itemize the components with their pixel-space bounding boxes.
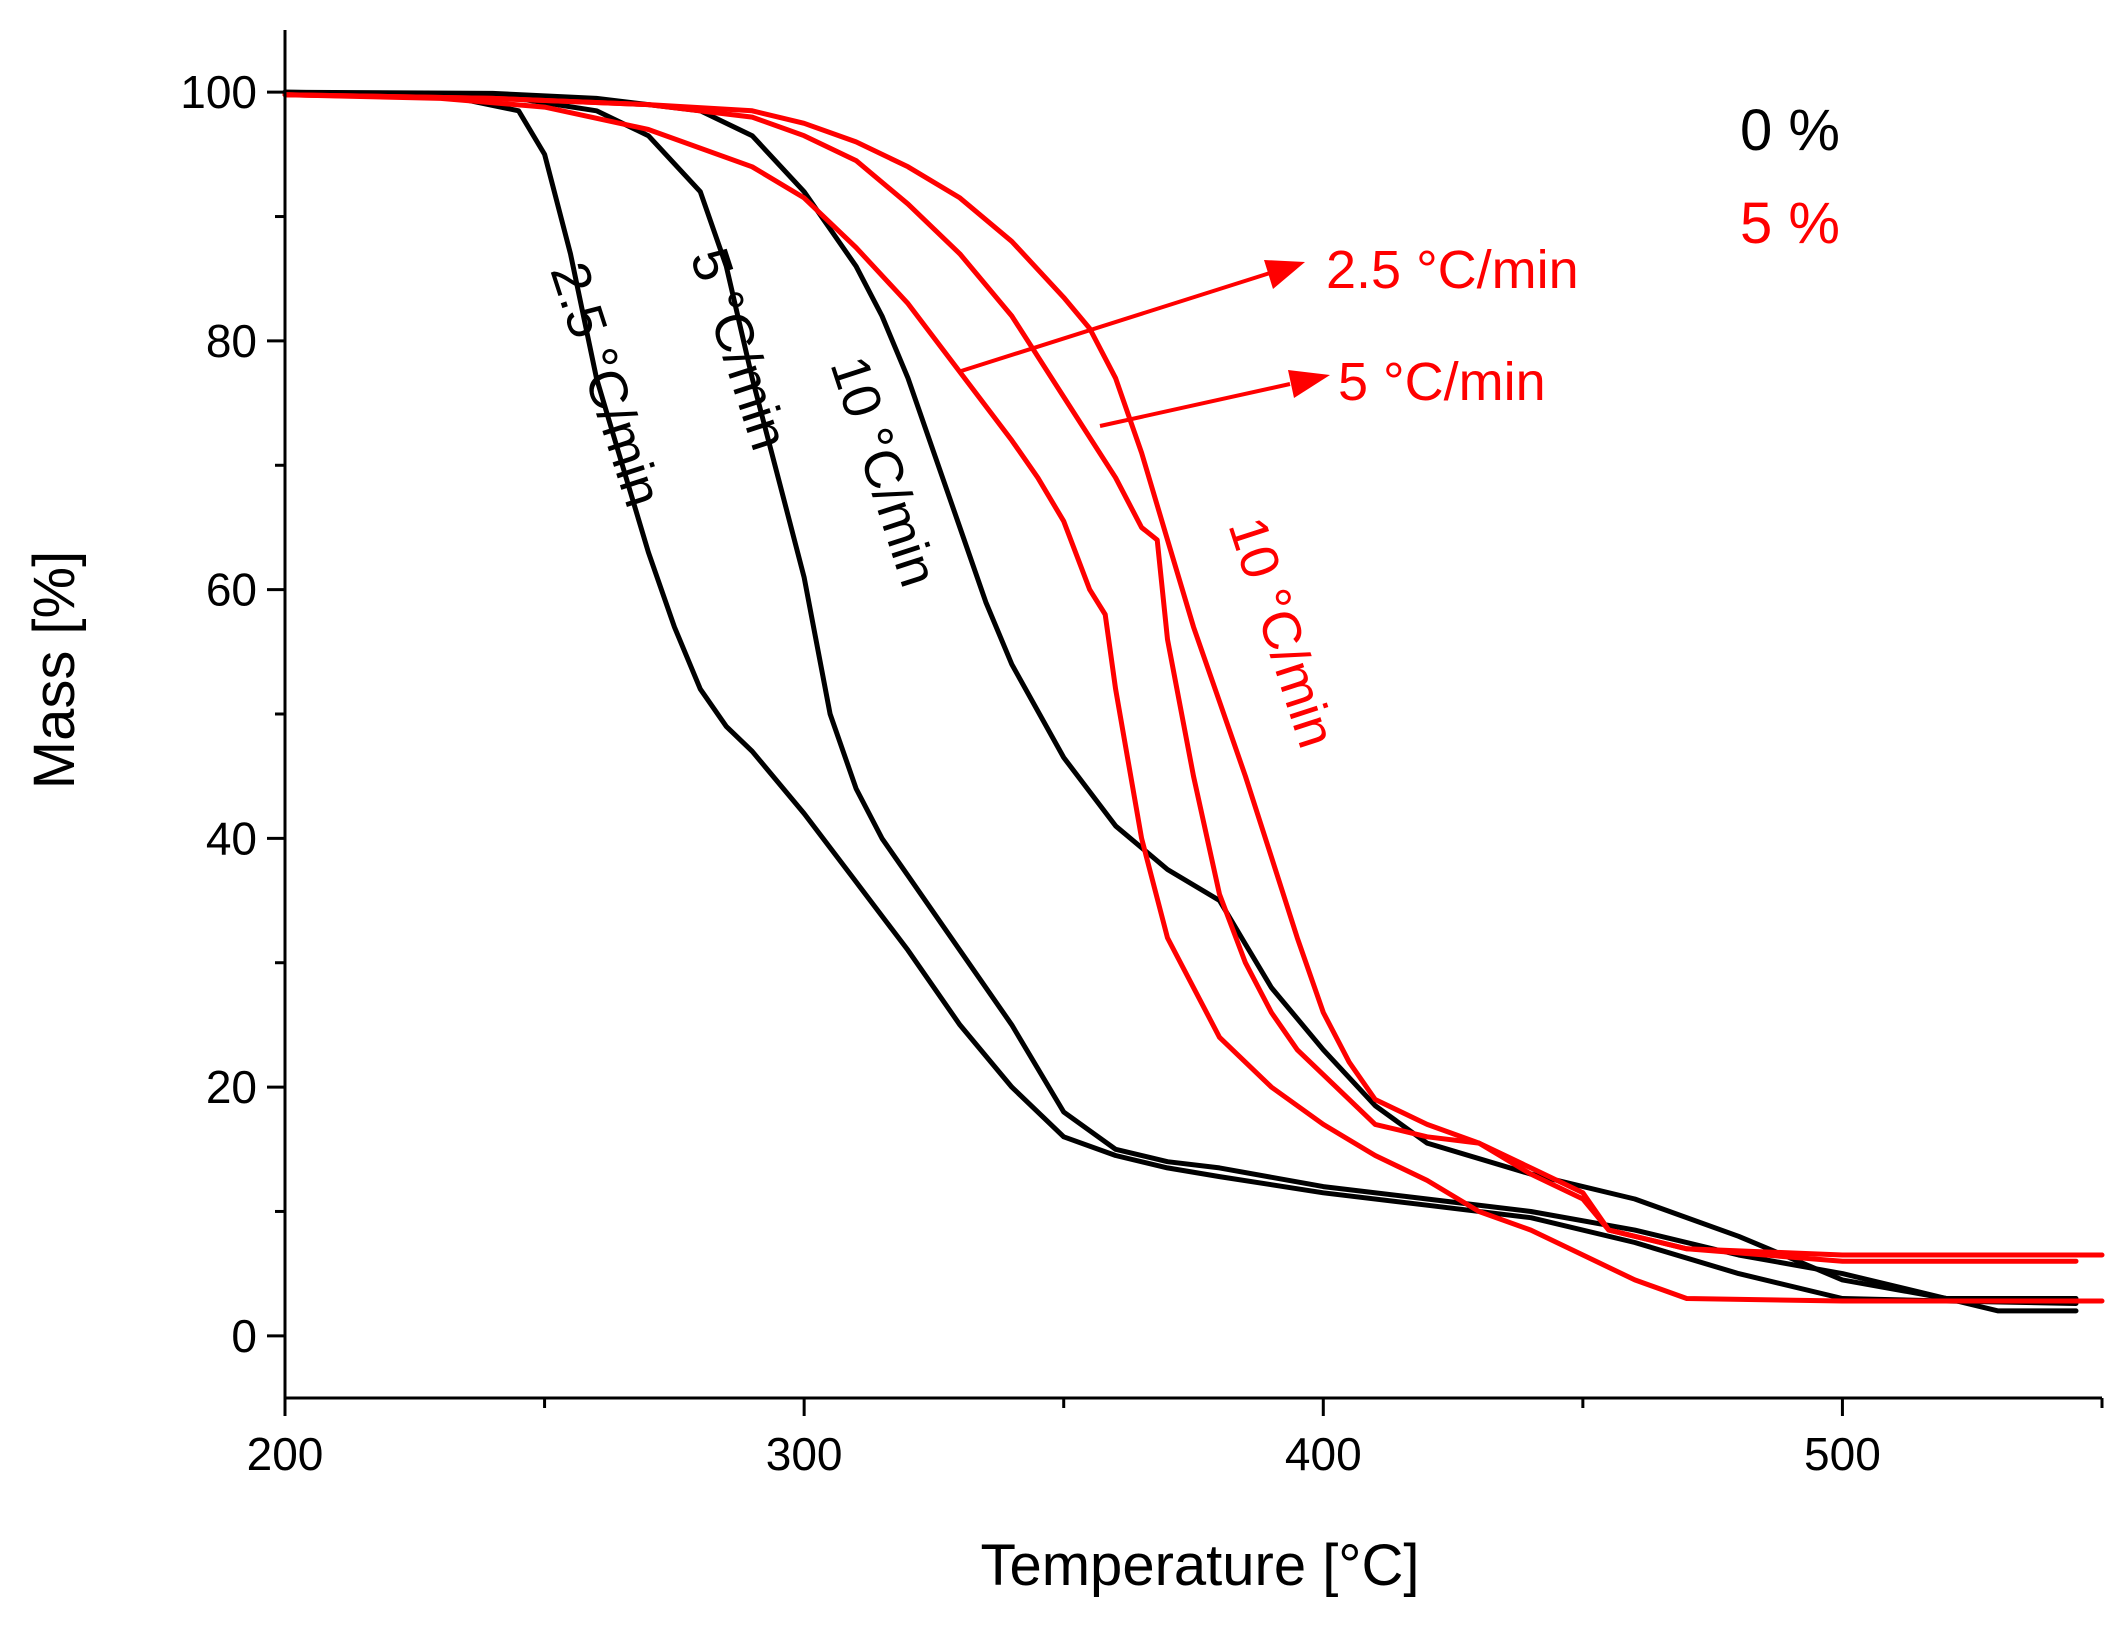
x-axis-title: Temperature [°C] (980, 1533, 1419, 1598)
series-line-0-pct-5-rate (282, 89, 2079, 1314)
y-tick-label: 40 (206, 812, 257, 864)
x-tick-label: 200 (247, 1428, 324, 1480)
y-tick-label: 20 (206, 1061, 257, 1113)
series-line-5-pct-5-rate (282, 92, 2079, 1264)
x-tick-label: 500 (1804, 1428, 1881, 1480)
legend-entry-0-percent: 0 % (1740, 98, 1840, 163)
y-tick-label: 100 (180, 66, 257, 118)
series-line-5-pct-25-rate (282, 92, 2105, 1304)
x-tick-label: 300 (766, 1428, 843, 1480)
legend-entry-5-percent: 5 % (1740, 191, 1840, 256)
ticks-group: 200 300 400 500 0 20 40 60 80 100 (180, 66, 2104, 1480)
x-tick-label: 400 (1285, 1428, 1362, 1480)
label-red-2-5-rate: 2.5 °C/min (1326, 240, 1579, 300)
y-axis-title: Mass [%] (22, 551, 87, 790)
arrow-red-5-line (1099, 382, 1291, 428)
label-red-5-rate: 5 °C/min (1338, 352, 1546, 412)
series-line-5-pct-10-rate (282, 92, 2105, 1258)
y-tick-label: 0 (231, 1310, 257, 1362)
arrow-red-2-5-head (1264, 260, 1305, 289)
arrow-red-5-head (1288, 370, 1330, 398)
arrow-red-2-5-line (957, 271, 1271, 374)
y-tick-label: 80 (206, 315, 257, 367)
y-tick-label: 60 (206, 564, 257, 616)
curves-group (282, 89, 2105, 1314)
series-line-0-pct-25-rate (282, 89, 2079, 1306)
